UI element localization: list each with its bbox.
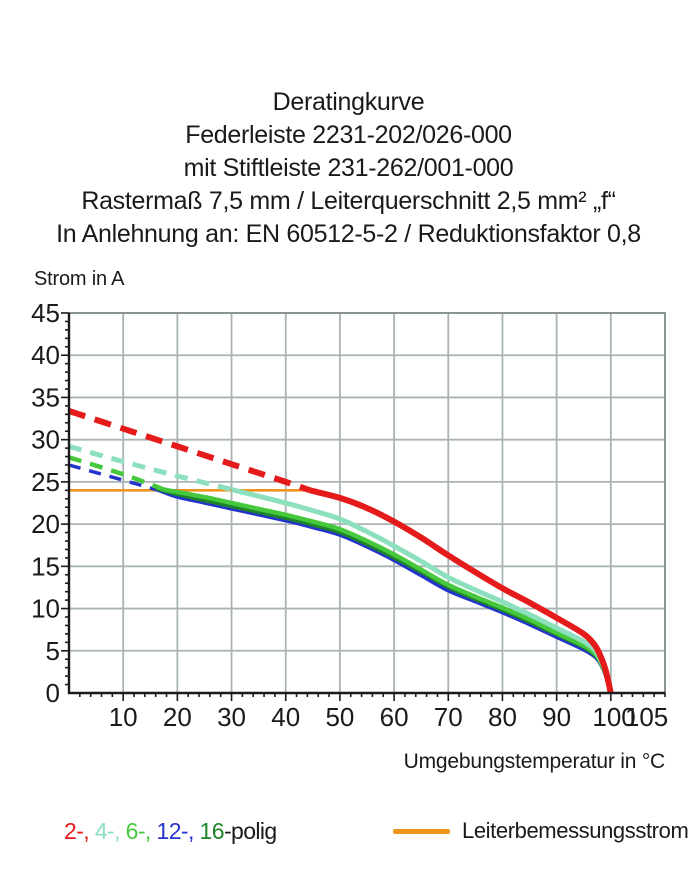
curve-2-polig-dashed [68, 408, 312, 494]
y-tick-label-0: 0 [46, 678, 60, 708]
y-tick-label-15: 15 [31, 551, 60, 581]
title-line-5: In Anlehnung an: EN 60512-5-2 / Reduktio… [56, 220, 641, 248]
curve-12-polig-solid [157, 488, 613, 694]
y-tick-label-45: 45 [31, 298, 60, 328]
legend-row: 2-, 4-, 6-, 12-, 16-polig Leiterbemessun… [0, 818, 697, 852]
title-line-1: Deratingkurve [272, 88, 425, 116]
curve-16-polig [155, 486, 613, 694]
legend-poles-part-2: 6-, [119, 818, 152, 844]
title-line-2: Federleiste 2231-202/026-000 [185, 121, 512, 149]
chart-title-block: Deratingkurve Federleiste 2231-202/026-0… [0, 86, 697, 251]
legend-poles-part-1: 4-, [89, 818, 121, 844]
curve-6-polig-dashed [68, 455, 165, 492]
x-tick-label-10: 10 [109, 702, 138, 732]
curve-6-polig-solid [163, 487, 613, 694]
curve-12-polig-dashed [68, 463, 159, 492]
title-line-3: mit Stiftleiste 231-262/001-000 [183, 154, 514, 182]
curve-2-polig [68, 408, 614, 694]
rated-current-swatch [393, 829, 450, 835]
legend-poles: 2-, 4-, 6-, 12-, 16-polig [64, 818, 277, 845]
y-tick-label-5: 5 [46, 636, 60, 666]
curve-16-polig-solid [155, 486, 613, 694]
x-tick-label-60: 60 [380, 702, 409, 732]
y-tick-label-10: 10 [31, 594, 60, 624]
y-tick-label-20: 20 [31, 509, 60, 539]
curve-4-polig-dashed [68, 443, 233, 492]
x-tick-label-70: 70 [434, 702, 463, 732]
y-tick-labels: 0 5 10 15 20 25 30 35 40 45 [31, 298, 60, 708]
y-axis-caption: Strom in A [34, 268, 125, 290]
x-tick-label-80: 80 [488, 702, 517, 732]
x-axis-caption: Umgebungstemperatur in °C [403, 750, 666, 773]
x-tick-label-90: 90 [542, 702, 571, 732]
legend-poles-part-0: 2-, [64, 818, 90, 844]
curve-6-polig [68, 455, 613, 694]
x-tick-label-30: 30 [217, 702, 246, 732]
legend-poles-part-5: -polig [223, 818, 277, 844]
title-line-4: Rastermaß 7,5 mm / Leiterquerschnitt 2,5… [81, 187, 616, 215]
legend-rated-current: Leiterbemessungsstrom [393, 818, 689, 844]
y-tick-label-30: 30 [31, 425, 60, 455]
x-tick-label-105: 105 [625, 702, 668, 732]
y-tick-label-40: 40 [31, 340, 60, 370]
x-tick-label-20: 20 [163, 702, 192, 732]
y-tick-label-25: 25 [31, 467, 60, 497]
x-tick-label-100: 100 [592, 702, 635, 732]
legend-poles-part-3: 12-, [150, 818, 195, 844]
legend-poles-part-4: 16 [193, 818, 225, 844]
tick-marks [61, 312, 666, 701]
x-tick-label-40: 40 [271, 702, 300, 732]
y-tick-label-35: 35 [31, 382, 60, 412]
axes [67, 313, 665, 695]
curve-2-polig-solid [309, 487, 614, 694]
x-tick-label-50: 50 [325, 702, 354, 732]
rated-current-label: Leiterbemessungsstrom [462, 818, 689, 843]
